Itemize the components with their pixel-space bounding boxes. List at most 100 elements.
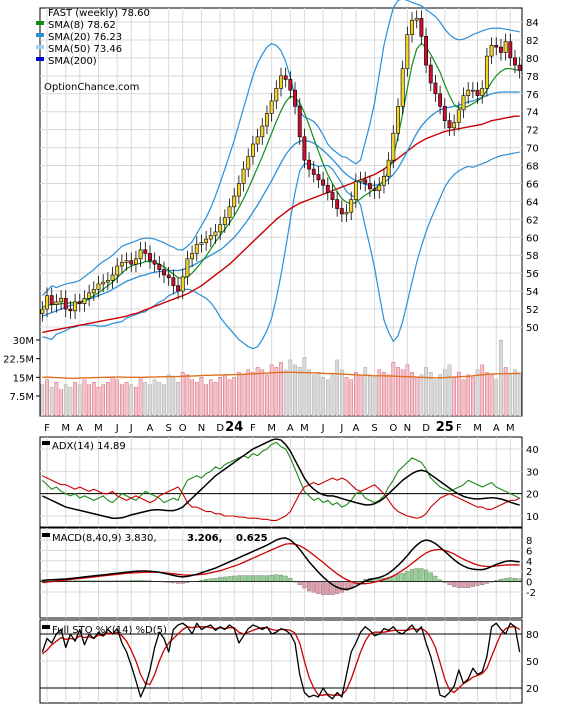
volume-bar: [279, 362, 283, 417]
price-tick-label: 76: [526, 90, 539, 101]
macd-hist-bar: [283, 575, 288, 582]
candle-body: [283, 75, 288, 80]
macd-hist-bar: [339, 581, 344, 593]
candle-body: [433, 82, 438, 95]
macd-legend-swatch: [42, 533, 50, 537]
candle-body: [419, 18, 424, 37]
candle-body: [148, 253, 152, 261]
volume-bar: [480, 364, 485, 417]
sto-tick-label: 80: [526, 630, 539, 641]
volume-bar: [223, 374, 227, 417]
volume-bar: [368, 374, 372, 417]
price-tick-label: 72: [526, 126, 539, 137]
candle-body: [517, 64, 522, 71]
sto-tick-label: 50: [526, 657, 539, 668]
volume-ma-line: [42, 371, 520, 380]
volume-bar: [297, 367, 302, 417]
month-label: J: [115, 423, 119, 434]
sto-legend-swatch: [42, 625, 50, 629]
volume-bar: [354, 372, 358, 417]
candle-body: [190, 253, 195, 260]
volume-bar: [87, 384, 91, 417]
candle-body: [456, 109, 461, 123]
volume-bar: [232, 377, 237, 417]
candle-body: [194, 244, 199, 254]
candle-body: [367, 183, 372, 190]
watermark: OptionChance.com: [44, 82, 139, 93]
macd-legend-0: MACD(8,40,9) 3.830,: [52, 533, 157, 544]
volume-bar: [157, 382, 162, 417]
macd-tick-label: 0: [526, 578, 532, 589]
candle-body: [470, 89, 475, 92]
legend-swatch-0: [36, 21, 44, 25]
candle-body: [236, 183, 241, 197]
price-tick-label: 60: [526, 233, 539, 244]
macd-hist-bar: [307, 581, 312, 592]
candle-body: [297, 106, 302, 138]
volume-bar: [452, 377, 456, 417]
candle-body: [73, 301, 78, 312]
candle-body: [171, 277, 176, 287]
candle-body: [185, 258, 190, 278]
candle-body: [91, 289, 96, 294]
month-label: M: [506, 423, 515, 434]
macd-hist-bar: [232, 575, 237, 582]
candle-body: [115, 265, 120, 276]
volume-bar: [40, 384, 45, 417]
price-tick-label: 64: [526, 197, 539, 208]
macd-hist-bar: [433, 575, 438, 582]
candle-body: [372, 188, 377, 191]
candle-body: [499, 46, 503, 53]
volume-bar: [134, 387, 138, 417]
candle-body: [222, 217, 227, 226]
macd-hist-bar: [269, 574, 274, 582]
volume-bar: [513, 369, 517, 417]
month-label: N: [404, 423, 411, 434]
candle-body: [321, 179, 326, 186]
candle-body: [133, 258, 138, 265]
price-tick-label: 58: [526, 251, 539, 262]
candle-body: [307, 159, 312, 170]
volume-bar: [288, 359, 293, 417]
macd-hist-bar: [395, 574, 401, 582]
volume-bar: [461, 379, 466, 417]
macd-hist-bar: [246, 575, 251, 582]
candle-body: [288, 79, 293, 91]
price-tick-label: 50: [526, 323, 539, 334]
volume-bar: [218, 377, 223, 417]
candle-body: [82, 297, 87, 304]
macd-hist-bar: [461, 581, 466, 588]
macd-hist-bar: [236, 575, 241, 582]
month-label: M: [300, 423, 309, 434]
candle-body: [391, 132, 396, 161]
volume-bar: [396, 367, 400, 417]
volume-bar: [260, 369, 265, 417]
lower-band-line: [42, 151, 520, 350]
candle-body: [330, 192, 335, 200]
candle-body: [166, 274, 171, 278]
candle-body: [208, 235, 213, 240]
price-tick-label: 66: [526, 179, 539, 190]
macd-legend-1: 3.206,: [187, 533, 222, 544]
volume-bar: [204, 384, 208, 417]
month-label: M: [94, 423, 103, 434]
candle-body: [96, 283, 101, 290]
macd-legend-2: 0.625: [236, 533, 268, 544]
volume-bar: [143, 382, 148, 417]
candle-body: [442, 106, 447, 121]
candle-body: [157, 263, 162, 270]
volume-bar: [494, 379, 499, 417]
macd-hist-bar: [452, 581, 457, 587]
volume-bar: [316, 372, 321, 417]
volume-bar: [208, 379, 213, 417]
volume-bar: [176, 382, 180, 417]
macd-hist-bar: [218, 577, 223, 582]
candle-body: [424, 36, 429, 66]
volume-bar: [269, 364, 274, 417]
volume-bar: [124, 382, 129, 417]
volume-bar: [152, 379, 157, 417]
macd-hist-bar: [400, 573, 405, 582]
candle-body: [475, 89, 480, 96]
volume-bar: [241, 374, 246, 417]
volume-bar: [335, 359, 339, 417]
